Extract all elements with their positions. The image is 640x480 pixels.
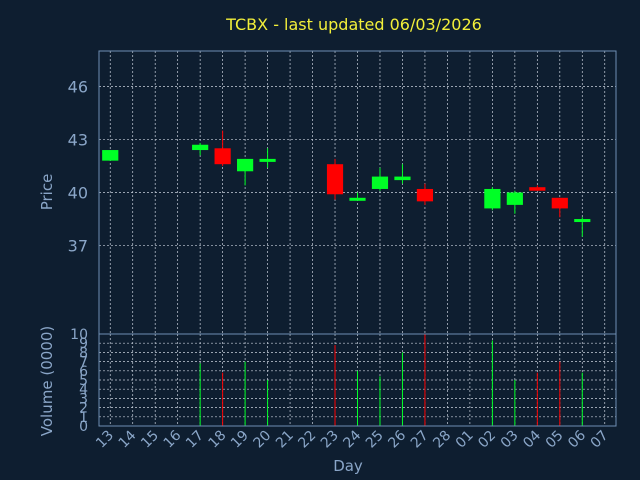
price-axis-label: Price <box>38 174 56 211</box>
candle-body <box>102 150 119 161</box>
volume-tick-label: 5 <box>79 373 88 389</box>
candle <box>237 158 254 186</box>
chart-title: TCBX - last updated 06/03/2026 <box>225 15 482 34</box>
candle-body <box>416 188 434 202</box>
price-tick-label: 37 <box>68 237 88 256</box>
candle <box>192 142 209 156</box>
volume-series <box>199 334 583 426</box>
candle-body <box>214 148 231 165</box>
volume-tick-label: 8 <box>79 345 88 361</box>
price-y-axis: 37 40 43 46 <box>68 77 88 255</box>
x-axis: 1314151617181920212223242526272801020304… <box>93 427 611 451</box>
volume-panel-frame <box>98 333 617 427</box>
volume-tick-label: 6 <box>79 364 88 380</box>
candle <box>259 148 276 168</box>
candle <box>371 167 389 191</box>
candle-body <box>506 192 523 205</box>
candle-body <box>192 144 209 151</box>
volume-tick-label: 10 <box>70 327 88 343</box>
price-tick-label: 46 <box>68 77 88 96</box>
volume-tick-label: 2 <box>79 401 88 417</box>
candle <box>349 192 366 201</box>
volume-tick-label: 0 <box>79 419 88 435</box>
candle <box>574 217 591 237</box>
candle <box>102 150 119 161</box>
candle <box>484 187 501 211</box>
candle-body <box>574 219 591 223</box>
candle-body <box>529 187 546 191</box>
volume-tick-label: 1 <box>79 410 88 426</box>
candle-body <box>371 176 389 189</box>
candle-body <box>551 197 568 209</box>
candle <box>394 164 411 184</box>
candle <box>214 130 231 166</box>
candle <box>326 158 344 200</box>
candle-body <box>326 164 344 195</box>
volume-tick-label: 3 <box>79 391 88 407</box>
candle-body <box>349 197 366 201</box>
candle <box>506 190 523 214</box>
volume-tick-label: 7 <box>79 355 88 371</box>
candle <box>529 185 546 191</box>
volume-tick-label: 9 <box>79 336 88 352</box>
volume-axis-label: Volume (0000) <box>38 326 56 436</box>
candle <box>416 183 434 205</box>
price-tick-label: 40 <box>68 184 88 203</box>
candle-body <box>259 158 276 162</box>
candle-body <box>484 188 501 209</box>
candle-body <box>237 158 254 172</box>
volume-tick-label: 4 <box>79 382 88 398</box>
x-axis-label: Day <box>333 457 363 475</box>
candle <box>551 197 568 218</box>
candle-body <box>394 176 411 181</box>
candle-series <box>102 130 591 237</box>
price-tick-label: 43 <box>68 130 88 149</box>
